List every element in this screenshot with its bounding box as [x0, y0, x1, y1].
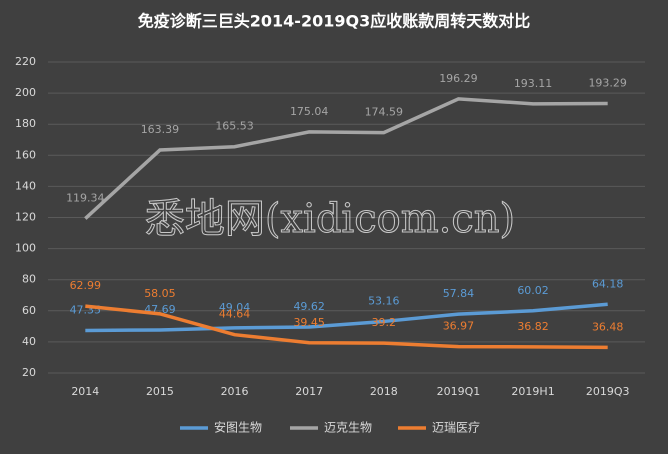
data-label: 119.34 [66, 192, 105, 205]
y-tick-label: 220 [15, 55, 36, 68]
legend-label: 安图生物 [214, 420, 262, 435]
legend-label: 迈克生物 [324, 421, 372, 435]
data-label: 39.45 [293, 316, 325, 329]
data-label: 174.59 [365, 106, 404, 119]
data-label: 165.53 [215, 120, 254, 133]
data-label: 57.84 [443, 287, 475, 300]
x-tick-label: 2014 [71, 385, 99, 398]
data-label: 36.48 [592, 320, 624, 333]
data-label: 39.2 [372, 316, 397, 329]
series-line [85, 302, 608, 333]
series-line [84, 97, 608, 220]
data-label: 36.97 [443, 320, 475, 333]
x-tick-label: 2019Q1 [437, 385, 481, 398]
y-tick-label: 140 [15, 179, 36, 192]
y-tick-label: 120 [15, 211, 36, 224]
legend-label: 迈瑞医疗 [432, 421, 480, 435]
series-line [85, 304, 608, 350]
data-label: 53.16 [368, 294, 400, 307]
data-label: 49.62 [293, 300, 325, 313]
y-tick-label: 80 [22, 273, 36, 286]
data-label: 58.05 [144, 287, 176, 300]
data-label: 196.29 [439, 72, 478, 85]
x-tick-label: 2015 [146, 385, 174, 398]
chart-title: 免疫诊断三巨头2014-2019Q3应收账款周转天数对比 [138, 12, 530, 31]
data-label: 36.82 [517, 320, 549, 333]
y-tick-label: 160 [15, 148, 36, 161]
y-tick-label: 40 [22, 335, 36, 348]
y-tick-label: 100 [15, 242, 36, 255]
data-label: 163.39 [141, 123, 180, 136]
watermark: 悉地网(xidicom.cn) [145, 196, 515, 242]
x-tick-label: 2019H1 [511, 385, 554, 398]
data-label: 49.04 [219, 301, 251, 314]
y-tick-label: 200 [15, 86, 36, 99]
y-tick-label: 20 [22, 366, 36, 379]
x-tick-label: 2018 [370, 385, 398, 398]
data-label: 60.02 [517, 284, 549, 297]
data-label: 47.35 [70, 303, 102, 316]
data-label: 193.11 [514, 77, 553, 90]
x-tick-label: 2016 [221, 385, 249, 398]
data-label: 62.99 [70, 279, 102, 292]
data-label: 175.04 [290, 105, 329, 118]
y-tick-label: 60 [22, 304, 36, 317]
x-tick-label: 2017 [295, 385, 323, 398]
data-label: 64.18 [592, 277, 624, 290]
data-label: 193.29 [588, 77, 627, 90]
data-label: 44.64 [219, 308, 251, 321]
y-tick-label: 180 [15, 117, 36, 130]
x-tick-label: 2019Q3 [586, 385, 630, 398]
